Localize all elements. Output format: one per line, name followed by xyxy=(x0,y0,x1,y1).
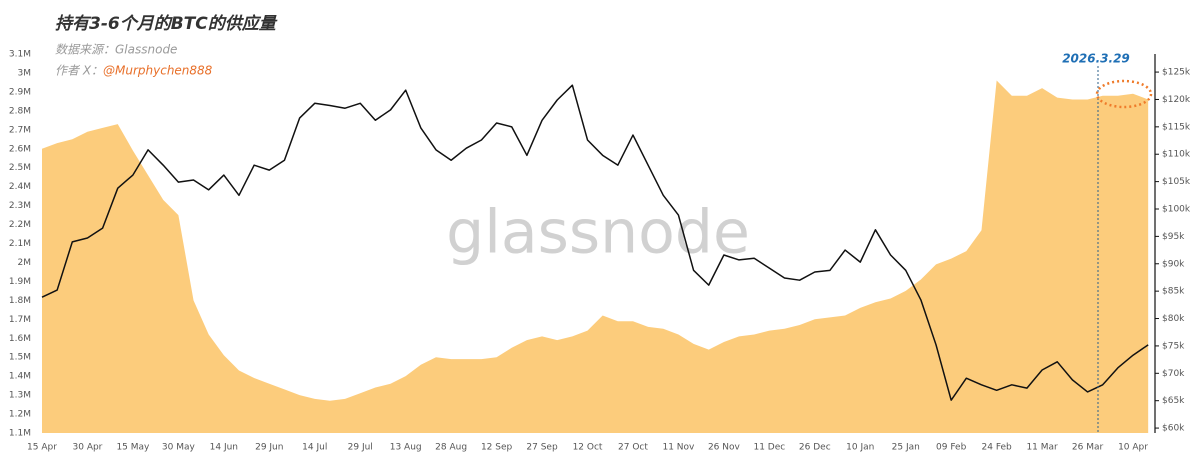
x-tick-label: 29 Jun xyxy=(255,443,283,453)
x-tick-label: 14 Jun xyxy=(210,443,238,453)
x-tick-label: 12 Sep xyxy=(481,443,513,453)
x-tick-label: 30 May xyxy=(162,443,196,453)
y-tick-label: 2.1M xyxy=(9,239,31,249)
x-tick-label: 27 Sep xyxy=(526,443,558,453)
y-tick-label: 2.4M xyxy=(9,182,31,192)
x-tick-label: 24 Feb xyxy=(982,443,1013,453)
price-line xyxy=(41,84,1149,401)
y-tick-label: 1.3M xyxy=(9,391,31,401)
y2-tick-label: $60k xyxy=(1162,424,1185,434)
y2-tick-label: $110k xyxy=(1162,150,1191,160)
y2-tick-label: $95k xyxy=(1162,232,1185,242)
x-tick-label: 15 Apr xyxy=(27,443,57,453)
chart-title: 持有3-6个月的BTC的供应量 xyxy=(55,14,278,34)
x-tick-label: 09 Feb xyxy=(936,443,967,453)
highlight-ellipse xyxy=(1095,79,1153,109)
x-tick-label: 29 Jul xyxy=(348,443,373,453)
y-tick-label: 1.6M xyxy=(9,334,31,344)
y2-tick-label: $115k xyxy=(1162,122,1191,132)
y2-tick-label: $65k xyxy=(1162,396,1185,406)
y-tick-label: 1.4M xyxy=(9,372,31,382)
x-tick-label: 10 Apr xyxy=(1118,443,1148,453)
x-tick-label: 25 Jan xyxy=(892,443,920,453)
x-tick-label: 11 Mar xyxy=(1026,443,1058,453)
y-tick-label: 1.8M xyxy=(9,296,31,306)
y-tick-label: 2.7M xyxy=(9,125,31,135)
x-tick-label: 11 Nov xyxy=(662,443,695,453)
y-tick-label: 2.5M xyxy=(9,163,31,173)
y-tick-label: 1.1M xyxy=(9,429,31,439)
author: @Murphychen888 xyxy=(103,64,213,78)
y-tick-label: 1.7M xyxy=(9,315,31,325)
y2-tick-label: $125k xyxy=(1162,68,1191,78)
plot xyxy=(41,80,1149,433)
y-tick-label: 1.2M xyxy=(9,410,31,420)
y2-tick-label: $80k xyxy=(1162,314,1185,324)
y-tick-label: 2M xyxy=(18,258,32,268)
y-tick-label: 2.8M xyxy=(9,106,31,116)
y2-tick-label: $105k xyxy=(1162,177,1191,187)
y2-tick-label: $70k xyxy=(1162,369,1185,379)
y-tick-label: 2.9M xyxy=(9,87,31,97)
y-tick-label: 3M xyxy=(18,68,32,78)
x-tick-label: 26 Dec xyxy=(799,443,831,453)
x-tick-label: 11 Dec xyxy=(753,443,785,453)
y2-tick-label: $75k xyxy=(1162,341,1185,351)
x-tick-label: 15 May xyxy=(116,443,150,453)
y2-tick-label: $100k xyxy=(1162,204,1191,214)
y-tick-label: 2.3M xyxy=(9,201,31,211)
x-tick-label: 14 Jul xyxy=(302,443,327,453)
y-tick-label: 1.5M xyxy=(9,353,31,363)
supply-area xyxy=(42,80,1149,433)
x-tick-label: 30 Apr xyxy=(73,443,103,453)
annotation: 2026.3.29 xyxy=(1062,52,1130,66)
y2-tick-label: $120k xyxy=(1162,95,1191,105)
x-tick-label: 12 Oct xyxy=(573,443,603,453)
x-tick-label: 26 Nov xyxy=(708,443,741,453)
y-tick-label: 1.9M xyxy=(9,277,31,287)
y-tick-label: 2.2M xyxy=(9,220,31,230)
x-tick-label: 26 Mar xyxy=(1072,443,1104,453)
source: 数据来源：Glassnode xyxy=(55,43,177,57)
x-tick-label: 27 Oct xyxy=(618,443,648,453)
x-tick-label: 28 Aug xyxy=(435,443,467,453)
y-tick-label: 3.1M xyxy=(9,50,31,60)
y2-tick-label: $85k xyxy=(1162,287,1185,297)
x-tick-label: 10 Jan xyxy=(846,443,874,453)
y-tick-label: 2.6M xyxy=(9,144,31,154)
author-label: 作者 X： xyxy=(55,64,103,78)
watermark: glassnode xyxy=(446,198,750,268)
y2-tick-label: $90k xyxy=(1162,259,1185,269)
x-tick-label: 13 Aug xyxy=(390,443,422,453)
